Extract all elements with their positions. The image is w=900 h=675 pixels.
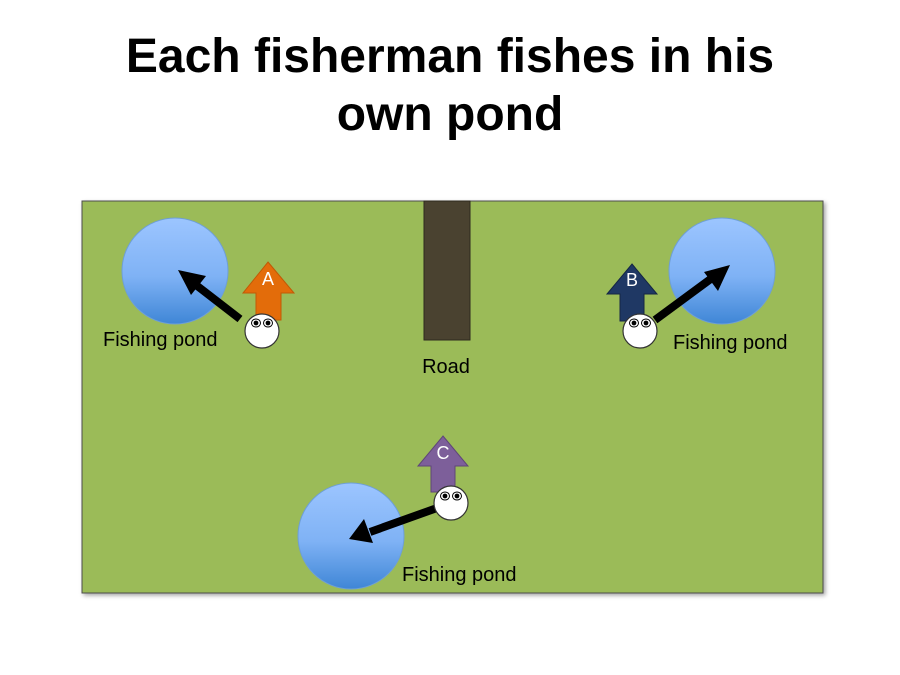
pond-label-a: Fishing pond: [103, 329, 218, 351]
fishing-pond-c: [297, 482, 405, 590]
fisherman-a-letter: A: [262, 269, 274, 289]
fisherman-c-letter: C: [437, 443, 450, 463]
fishing-pond-a: [121, 217, 229, 325]
pond-label-b: Fishing pond: [673, 332, 788, 354]
fisherman-c-face: [433, 485, 469, 521]
pond-label-c: Fishing pond: [402, 564, 517, 586]
road: [423, 200, 471, 341]
slide-title: Each fisherman fishes in his own pond: [0, 28, 900, 144]
cast-arrow-a-icon: [178, 270, 243, 323]
fisherman-b-face: [622, 313, 658, 349]
cast-arrow-b-icon: [652, 265, 730, 324]
title-line-1: Each fisherman fishes in his: [125, 30, 775, 83]
fisherman-b-letter: B: [626, 270, 638, 290]
road-label: Road: [422, 356, 470, 378]
title-line-2: own pond: [336, 88, 564, 141]
cast-arrow-c-icon: [349, 504, 439, 543]
fisherman-a-face: [244, 313, 280, 349]
